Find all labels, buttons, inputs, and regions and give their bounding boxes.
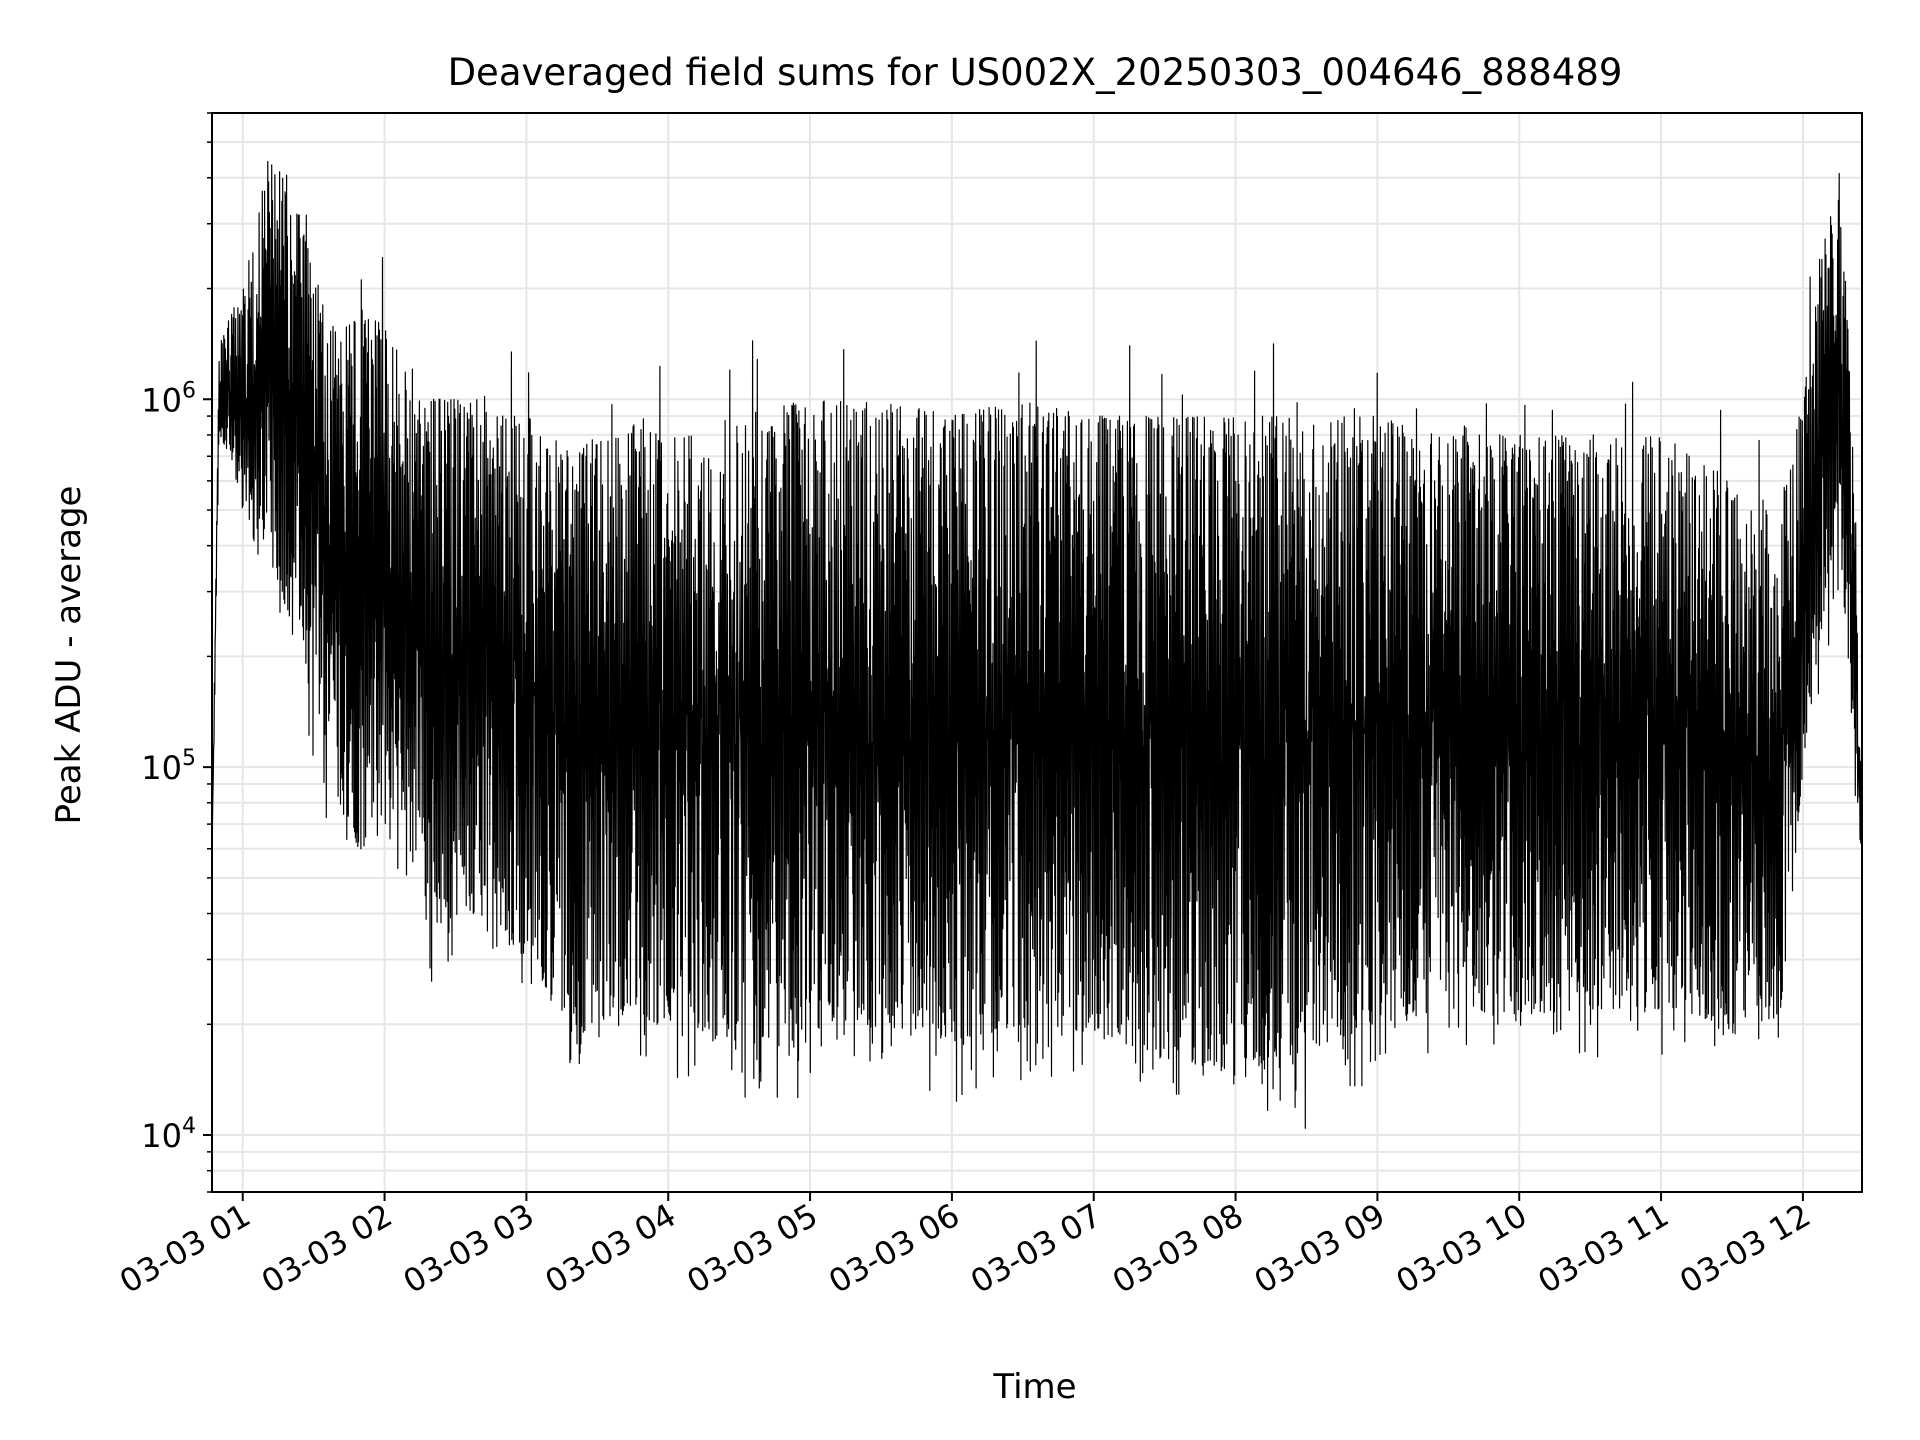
chart-title: Deaveraged field sums for US002X_2025030…	[448, 51, 1623, 94]
plot-frame	[211, 112, 1863, 1193]
y-tick-label: 105	[141, 746, 196, 787]
series-group	[211, 160, 1863, 1129]
y-axis-ticks: 104 105 106	[141, 112, 212, 1193]
series-line	[211, 160, 1863, 1129]
x-axis-label: Time	[992, 1367, 1076, 1407]
y-tick-label: 106	[141, 378, 196, 419]
y-tick-label: 104	[141, 1114, 196, 1155]
y-axis-label: Peak ADU - average	[49, 486, 89, 825]
